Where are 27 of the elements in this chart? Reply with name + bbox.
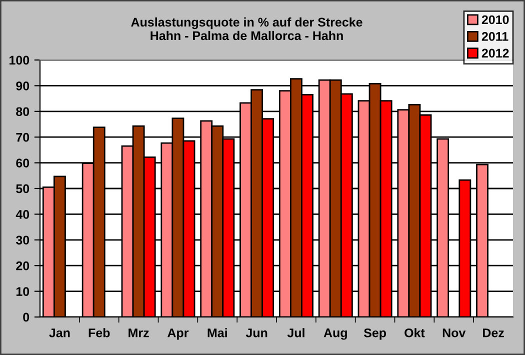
x-tick-label: Jul [287, 328, 304, 338]
x-tick-label: Mai [208, 328, 227, 338]
y-tick-label: 30 [16, 236, 30, 245]
y-tick-label: 20 [16, 261, 30, 270]
x-tick-label: Apr [168, 328, 189, 340]
y-tick-label: 0 [23, 312, 30, 322]
y-tick-label: 50 [16, 184, 30, 194]
y-tick-label: 10 [16, 287, 30, 296]
y-tick-label: 80 [16, 107, 30, 116]
x-tick-label: Dez [483, 328, 504, 338]
x-tick-label: Okt [404, 328, 425, 338]
legend-label: 2010 [482, 15, 509, 24]
y-tick-label: 70 [16, 132, 30, 142]
y-tick-label: 100 [10, 56, 30, 65]
x-tick-label: Nov [442, 328, 466, 338]
chart-title: Auslastungsquote in % auf der Strecke Hahn - Palma de Mallorca - Hahn [131, 17, 362, 40]
x-tick-label: Feb [88, 328, 110, 338]
x-tick-label: Jun [246, 328, 268, 338]
legend-label: 2012 [482, 48, 509, 58]
legend-label: 2011 [482, 32, 508, 41]
y-tick-label: 60 [16, 158, 30, 168]
y-tick-label: 40 [16, 210, 30, 219]
x-tick-label: Aug [324, 328, 347, 340]
x-tick-label: Jan [49, 328, 70, 338]
x-tick-label: Sep [364, 328, 386, 340]
x-tick-label: Mrz [128, 328, 149, 338]
y-tick-label: 90 [16, 82, 30, 90]
